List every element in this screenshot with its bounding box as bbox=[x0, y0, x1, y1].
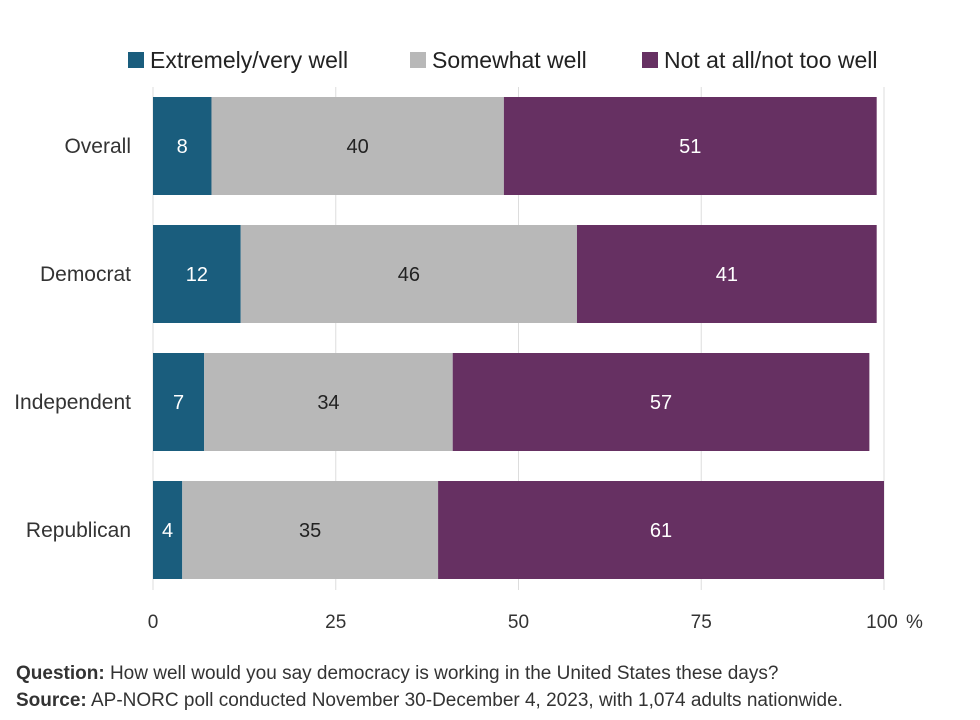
bar-segment bbox=[204, 353, 453, 451]
data-label: 46 bbox=[398, 264, 420, 286]
data-label: 12 bbox=[186, 264, 208, 286]
category-label: Democrat bbox=[40, 263, 131, 286]
bar-segment bbox=[182, 481, 439, 579]
bar-segment bbox=[153, 97, 212, 195]
x-tick-label: 100 bbox=[866, 612, 898, 633]
bar-segment bbox=[503, 97, 877, 195]
bar-segment bbox=[240, 225, 577, 323]
data-label: 61 bbox=[650, 520, 672, 542]
legend-label: Somewhat well bbox=[432, 47, 587, 73]
legend-label: Extremely/very well bbox=[150, 47, 348, 73]
category-label: Republican bbox=[26, 519, 131, 542]
legend-swatch bbox=[128, 52, 144, 68]
data-label: 35 bbox=[299, 520, 321, 542]
source-line: Source: AP-NORC poll conducted November … bbox=[16, 687, 971, 714]
source-text: AP-NORC poll conducted November 30-Decem… bbox=[86, 690, 843, 711]
data-label: 57 bbox=[650, 392, 672, 414]
source-label: Source: bbox=[16, 690, 87, 711]
bar-segment bbox=[576, 225, 877, 323]
data-label: 34 bbox=[317, 392, 339, 414]
chart-footer: Question: How well would you say democra… bbox=[16, 660, 971, 714]
bar-segment bbox=[452, 353, 870, 451]
data-label: 4 bbox=[162, 520, 173, 542]
question-line: Question: How well would you say democra… bbox=[16, 660, 971, 687]
x-tick-label: 25 bbox=[325, 612, 346, 633]
data-label: 41 bbox=[716, 264, 738, 286]
category-label: Independent bbox=[14, 391, 131, 414]
x-tick-label: 0 bbox=[148, 612, 159, 633]
bar-segment bbox=[153, 481, 183, 579]
question-text: How well would you say democracy is work… bbox=[104, 663, 779, 684]
question-label: Question: bbox=[16, 663, 105, 684]
data-label: 8 bbox=[177, 136, 188, 158]
data-label: 51 bbox=[679, 136, 701, 158]
bar-segment bbox=[153, 225, 241, 323]
bar-segment bbox=[211, 97, 504, 195]
stacked-bar-chart: 0 25 50 75 100 % Overall 8 40 51 Democrat 12 46 41 Ind… bbox=[14, 47, 923, 633]
data-label: 40 bbox=[347, 136, 369, 158]
legend-swatch bbox=[642, 52, 658, 68]
x-unit-label: % bbox=[906, 612, 923, 633]
x-tick-label: 50 bbox=[508, 612, 529, 633]
x-tick-label: 75 bbox=[691, 612, 712, 633]
bar-segment bbox=[153, 353, 205, 451]
legend-label: Not at all/not too well bbox=[664, 47, 878, 73]
legend-swatch bbox=[410, 52, 426, 68]
data-label: 7 bbox=[173, 392, 184, 414]
bar-segment bbox=[438, 481, 884, 579]
category-label: Overall bbox=[64, 135, 131, 158]
